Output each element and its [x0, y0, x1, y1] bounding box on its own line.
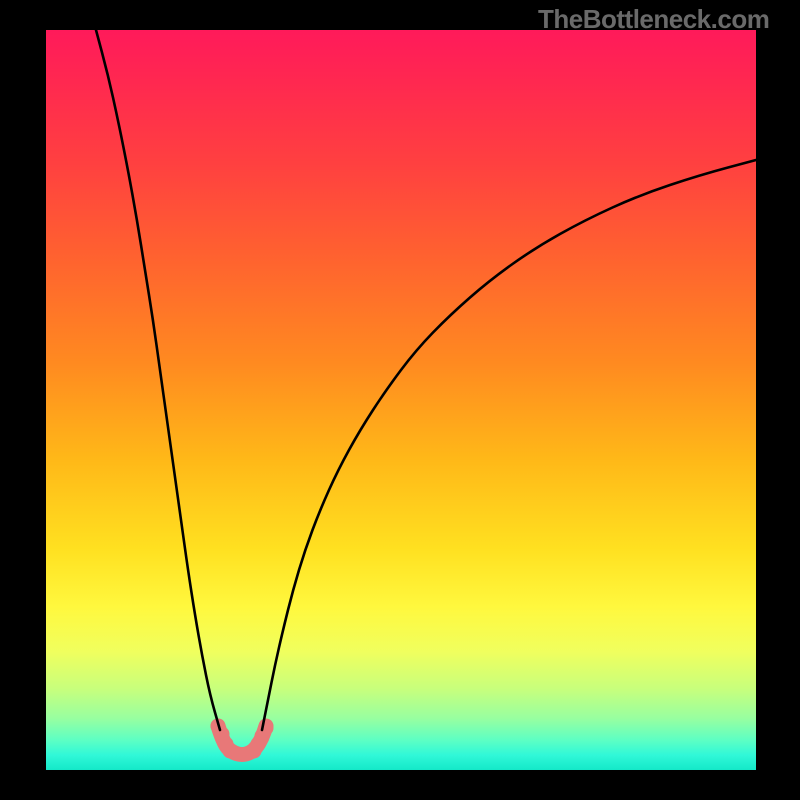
chart-container: TheBottleneck.com — [0, 0, 800, 800]
gradient-background-panel — [46, 30, 756, 770]
watermark-text: TheBottleneck.com — [538, 4, 769, 35]
